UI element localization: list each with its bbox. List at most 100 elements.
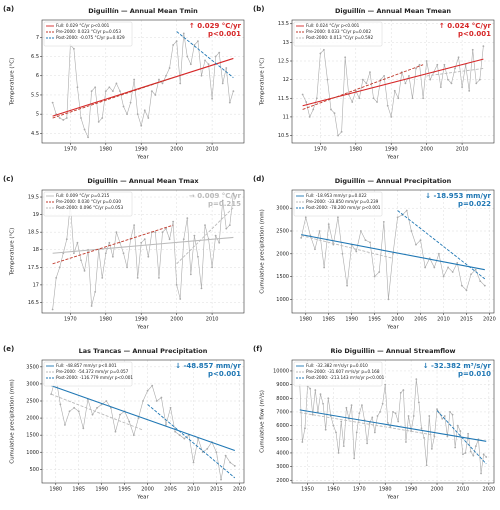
y-tick-label: 2500	[26, 399, 39, 405]
y-tick-label: 19.5	[28, 195, 39, 201]
observed-point	[204, 59, 206, 62]
observed-point	[390, 116, 393, 118]
y-tick-label: 500	[29, 467, 39, 473]
plot-frame	[291, 19, 495, 144]
observed-point	[301, 441, 304, 443]
y-tick-label: 17	[33, 282, 39, 288]
observed-point	[220, 478, 222, 481]
observed-point	[337, 216, 339, 219]
observed-point	[443, 415, 446, 417]
trend-line	[176, 31, 234, 79]
observed-point	[322, 402, 324, 405]
observed-point	[228, 101, 231, 104]
y-tick-label: 8000	[276, 396, 289, 402]
observed-point	[308, 116, 311, 118]
observed-point	[345, 406, 348, 409]
observed-point	[64, 424, 66, 426]
panel-label: (b)	[253, 5, 264, 13]
chart-title: Diguillín — Annual Mean Tmean	[335, 7, 451, 15]
observed-point	[108, 241, 111, 244]
observed-point	[355, 431, 358, 434]
observed-point	[482, 453, 485, 456]
observed-point	[94, 291, 97, 293]
observed-point	[415, 243, 417, 246]
legend-label: Post-2000: -116.779 mm/yr p<0.001	[56, 375, 133, 380]
observed-point	[304, 427, 306, 430]
observed-point	[436, 63, 439, 66]
x-tick-label: 1960	[327, 487, 340, 493]
x-tick-label: 1980	[349, 147, 362, 153]
observed-point	[361, 78, 364, 81]
observed-point	[119, 90, 121, 93]
chart-title: Diguillín — Annual Mean Tmax	[87, 177, 199, 185]
observed-point	[62, 119, 65, 121]
chart-title: Las Trancas — Annual Precipitation	[79, 347, 208, 355]
observed-point	[80, 117, 82, 119]
observed-point	[183, 437, 186, 440]
observed-point	[419, 239, 422, 242]
x-tick-label: 1980	[299, 317, 312, 323]
observed-point	[104, 90, 107, 93]
observed-point	[147, 255, 150, 258]
x-tick-label: 2000	[170, 147, 183, 153]
observed-point	[218, 51, 221, 54]
y-tick-label: 3000	[276, 206, 289, 212]
y-tick-label: 19	[33, 212, 39, 218]
observed-point	[178, 434, 181, 437]
observed-point	[397, 97, 400, 100]
observed-point	[456, 424, 459, 427]
panel-label: (a)	[3, 5, 14, 13]
y-tick-label: 17.5	[28, 265, 39, 271]
observed-point	[182, 238, 185, 241]
observed-point	[76, 241, 79, 244]
y-axis-label: Cumulative flow (m³/s)	[259, 390, 266, 453]
panel: (a) Diguillín — Annual Mean Tmin 4.5 5 5.5 6 6…	[3, 5, 245, 161]
x-tick-label: 2000	[420, 147, 433, 153]
y-tick-label: 6.5	[31, 54, 39, 60]
observed-point	[415, 67, 417, 70]
observed-point	[186, 55, 189, 58]
observed-point	[154, 231, 157, 234]
observed-point	[96, 406, 98, 409]
x-tick-label: 1990	[135, 317, 148, 323]
y-tick-label: 13	[283, 40, 289, 46]
legend-label: Pre-2000: -54.372 mm/yr p=0.057	[56, 369, 129, 374]
x-tick-label: 2010	[457, 487, 470, 493]
observed-point	[300, 236, 303, 239]
observed-point	[94, 86, 97, 89]
observed-point	[305, 101, 308, 103]
legend-label: Post-2000: 0.096 °C/yr p=0.053	[56, 205, 123, 210]
y-tick-label: 4.5	[31, 131, 39, 137]
observed-point	[372, 97, 375, 100]
x-tick-label: 1990	[135, 147, 148, 153]
observed-point	[459, 430, 462, 432]
observed-point	[371, 416, 374, 419]
x-tick-label: 1995	[368, 317, 381, 323]
observed-point	[469, 450, 472, 453]
observed-point	[368, 421, 371, 424]
x-axis-label: Year	[386, 495, 399, 501]
observed-point	[358, 97, 361, 100]
observed-point	[119, 413, 121, 416]
observed-point	[174, 430, 177, 433]
legend-label: Pre-2000: -33.850 mm/yr p=0.239	[306, 199, 379, 204]
observed-point	[90, 305, 93, 307]
observed-point	[73, 406, 76, 409]
observed-point	[83, 269, 86, 272]
x-tick-label: 1970	[64, 317, 77, 323]
y-tick-label: 12	[283, 77, 289, 83]
y-tick-label: 18	[33, 247, 39, 253]
observed-point	[322, 48, 325, 51]
observed-point	[169, 406, 172, 409]
observed-point	[58, 266, 61, 269]
observed-point	[396, 216, 399, 219]
x-tick-label: 1980	[49, 487, 62, 493]
observed-point	[55, 276, 58, 279]
y-tick-label: 7	[36, 35, 39, 41]
trend-line	[147, 404, 236, 479]
observed-point	[443, 63, 446, 66]
observed-point	[172, 44, 175, 46]
observed-point	[115, 82, 118, 85]
observed-point	[407, 415, 410, 417]
trend-line	[301, 235, 394, 259]
